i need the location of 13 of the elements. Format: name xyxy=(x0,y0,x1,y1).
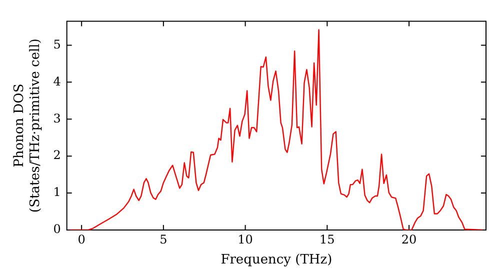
x-tick-label: 5 xyxy=(160,232,168,246)
x-tick-label: 15 xyxy=(320,232,335,246)
x-tick-label: 10 xyxy=(238,232,253,246)
x-axis-title: Frequency (THz) xyxy=(220,252,332,268)
x-tick-label: 20 xyxy=(401,232,417,246)
y-tick-label: 5 xyxy=(53,37,61,52)
y-tick-label: 4 xyxy=(53,74,62,88)
y-axis-title: Phonon DOS (States/THz·primitive cell) xyxy=(12,38,43,213)
y-tick-label: 2 xyxy=(53,148,61,162)
x-tick-label: 0 xyxy=(78,232,86,246)
y-tick-label: 3 xyxy=(53,111,61,126)
y-tick-label: 1 xyxy=(53,185,61,200)
y-tick-label: 0 xyxy=(53,222,61,236)
